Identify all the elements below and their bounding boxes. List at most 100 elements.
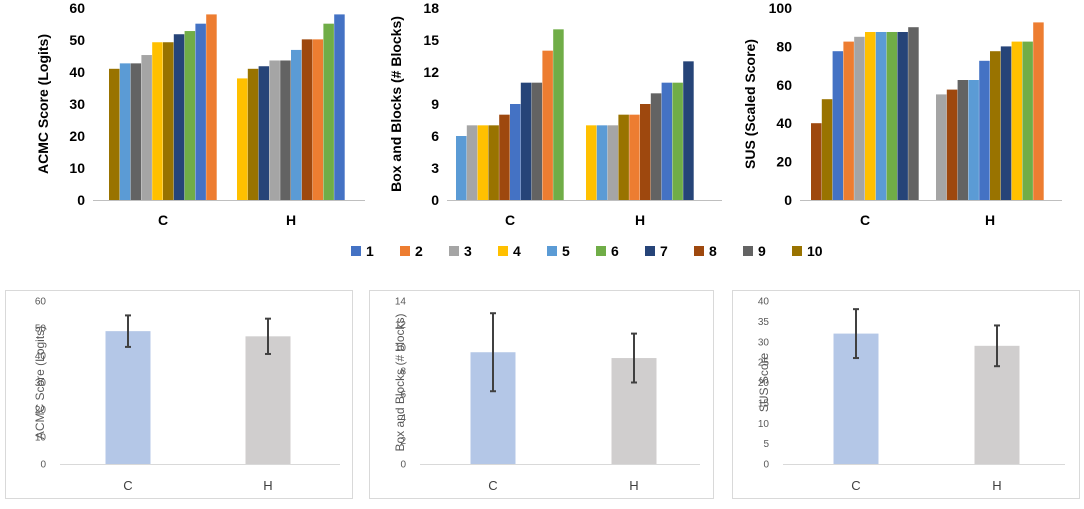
y-tick-label: 6 [431,128,439,144]
bar-C-10 [109,68,120,200]
bar-C-2 [206,14,217,201]
bar-C-6 [184,31,196,200]
legend-swatch-2 [400,246,410,256]
bar-C-3 [854,36,865,200]
bar-H-5 [968,80,979,200]
bar-H-4 [1011,41,1023,200]
bar-C-8 [811,123,822,200]
x-category-label: H [629,478,638,493]
y-tick-label: 60 [35,297,47,308]
y-tick-label: 50 [69,32,85,48]
y-tick-label: 0 [763,460,769,471]
bar-C-5 [875,32,887,200]
x-category-label: C [158,212,168,228]
bar-H-4 [586,125,597,200]
acmc-summary-panel-border [5,290,353,499]
box-blocks-individual-chart: 0 3 6 9 12 15 18 Box and Blocks (# Blocks) C H [388,0,722,228]
acmc-summary-chart: 0 10 20 30 40 50 60 ACMC Score (Logits) C H [33,297,340,493]
bar-H-6 [323,23,334,201]
bar-C-2 [542,50,553,200]
bar-C-10 [163,42,174,200]
summary-bar-H [245,336,291,464]
legend-label-2: 2 [415,243,423,259]
y-tick-label: 80 [776,38,792,54]
bar-C-1 [510,104,521,200]
y-axis-label: ACMC Score (Logits) [35,34,51,174]
bar-C-4 [865,32,876,200]
x-category-label: H [992,478,1001,493]
legend-swatch-3 [449,246,459,256]
x-category-label: H [635,212,645,228]
x-category-label: H [286,212,296,228]
y-tick-label: 40 [776,115,792,131]
y-tick-label: 5 [763,439,769,450]
y-tick-label: 20 [758,378,770,389]
bar-H-1 [661,82,673,200]
x-category-label: H [263,478,272,493]
bar-C-3 [141,55,152,200]
bar-C-5 [456,136,467,200]
legend-label-8: 8 [709,243,717,259]
bar-H-8 [946,89,958,200]
bar-H-3 [607,125,619,200]
y-tick-label: 40 [758,297,770,308]
legend-label-5: 5 [562,243,570,259]
y-tick-label: 12 [395,320,407,331]
x-category-label: C [851,478,860,493]
legend-swatch-7 [645,246,655,256]
bar-H-5 [291,49,302,200]
legend-label-4: 4 [513,243,521,259]
y-tick-label: 0 [400,460,406,471]
sus-individual-chart: 0 20 40 60 80 100 SUS (Scaled Score) C H [742,0,1062,228]
bar-H-10 [990,51,1001,201]
y-axis-label: SUS Score [757,352,771,412]
bar-H-2 [312,39,324,200]
y-axis-label: SUS (Scaled Score) [742,39,758,169]
bar-H-6 [672,82,683,200]
bar-C-3 [466,125,478,200]
legend-swatch-5 [547,246,557,256]
legend-label-6: 6 [611,243,619,259]
y-tick-label: 12 [423,64,439,80]
y-tick-label: 40 [35,351,47,362]
bar-H-4 [237,78,248,200]
y-tick-label: 30 [69,96,85,112]
y-axis-label: ACMC Score (Logits) [33,326,47,439]
bar-H-8 [640,104,651,200]
bar-H-3 [936,94,947,200]
y-tick-label: 0 [431,192,439,208]
y-tick-label: 9 [431,96,439,112]
bar-C-9 [908,27,919,201]
bar-C-1 [832,51,844,201]
bar-H-6 [1022,41,1033,200]
bar-H-7 [683,61,694,200]
y-tick-label: 8 [400,366,406,377]
sus-summary-chart: 0 5 10 15 20 25 30 35 40 SUS Score C H [757,297,1065,493]
y-tick-label: 50 [35,324,47,335]
summary-bar-C [105,331,151,464]
bar-C-1 [195,23,206,201]
bar-C-4 [152,42,163,200]
bar-H-9 [280,60,291,201]
bar-H-2 [1033,22,1044,201]
legend: 1 2 3 4 5 6 7 8 9 10 [351,243,823,259]
y-tick-label: 0 [784,192,792,208]
y-tick-label: 20 [69,128,85,144]
bar-C-5 [119,63,131,200]
y-tick-label: 30 [758,337,770,348]
bar-H-10 [247,68,259,200]
bar-H-1 [334,14,345,201]
bar-H-1 [979,60,990,200]
bar-C-7 [173,34,185,200]
y-tick-label: 6 [400,390,406,401]
bar-H-3 [269,60,280,201]
y-tick-label: 60 [776,77,792,93]
legend-label-9: 9 [758,243,766,259]
legend-label-1: 1 [366,243,374,259]
legend-label-7: 7 [660,243,668,259]
y-tick-label: 20 [776,154,792,170]
y-tick-label: 15 [758,398,770,409]
bar-C-10 [821,99,833,200]
